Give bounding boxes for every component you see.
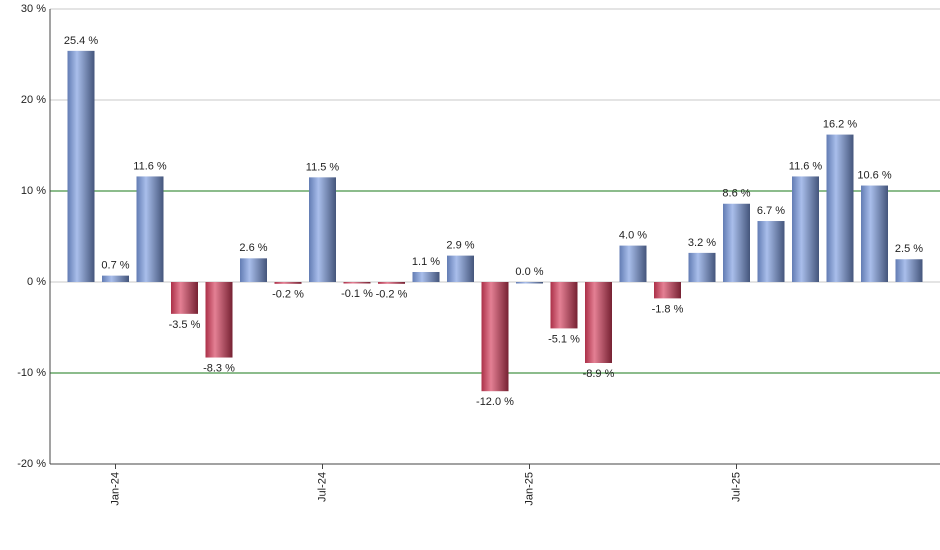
y-tick-label: -20 % xyxy=(17,458,46,470)
value-label: 2.5 % xyxy=(895,243,923,255)
bar xyxy=(171,282,198,314)
bar xyxy=(654,282,681,299)
bar xyxy=(378,282,405,284)
value-label: -8.9 % xyxy=(583,368,615,380)
value-label: -0.2 % xyxy=(376,289,408,301)
value-label: -5.1 % xyxy=(548,333,580,345)
value-label: 6.7 % xyxy=(757,205,785,217)
y-tick-label: -10 % xyxy=(17,367,46,379)
value-label: 10.6 % xyxy=(857,169,891,181)
bar xyxy=(412,271,440,282)
value-label: 11.6 % xyxy=(133,160,167,172)
bar xyxy=(585,282,612,363)
bar xyxy=(688,252,716,282)
value-label: -0.2 % xyxy=(272,289,304,301)
y-tick-label: 30 % xyxy=(21,3,46,15)
bar xyxy=(274,282,302,284)
value-label: 11.6 % xyxy=(789,160,823,172)
bar xyxy=(343,282,371,284)
y-tick-label: 10 % xyxy=(21,185,46,197)
bar xyxy=(136,176,164,282)
bar xyxy=(757,221,785,282)
value-label: 0.0 % xyxy=(515,266,543,278)
value-label: 2.6 % xyxy=(239,242,267,254)
value-label: 16.2 % xyxy=(823,118,857,130)
value-label: 11.5 % xyxy=(306,161,340,173)
bar xyxy=(723,203,750,282)
value-label: -3.5 % xyxy=(169,319,201,331)
value-label: 2.9 % xyxy=(446,240,474,252)
x-tick-label: Jan-24 xyxy=(109,472,121,506)
value-label: 8.6 % xyxy=(722,188,750,200)
value-label: -1.8 % xyxy=(652,303,684,315)
value-label: -8.3 % xyxy=(203,362,235,374)
bar xyxy=(481,282,509,392)
value-label: 3.2 % xyxy=(688,237,716,249)
x-tick-label: Jul-25 xyxy=(730,472,742,502)
bar xyxy=(826,134,854,282)
value-label: -12.0 % xyxy=(476,396,514,408)
bar xyxy=(550,282,578,329)
bar xyxy=(67,50,95,282)
bar xyxy=(619,245,647,282)
value-label: 25.4 % xyxy=(64,35,98,47)
bar xyxy=(447,255,474,282)
x-tick-label: Jul-24 xyxy=(316,472,328,502)
x-tick-label: Jan-25 xyxy=(523,472,535,506)
bar xyxy=(516,282,543,284)
bar xyxy=(861,185,888,282)
bar xyxy=(309,177,336,282)
y-tick-label: 20 % xyxy=(21,94,46,106)
value-label: -0.1 % xyxy=(341,288,373,300)
bar xyxy=(102,275,129,282)
value-label: 1.1 % xyxy=(412,256,440,268)
bar xyxy=(792,176,819,282)
bar xyxy=(895,259,923,282)
y-tick-label: 0 % xyxy=(27,276,46,288)
value-label: 4.0 % xyxy=(619,230,647,242)
value-label: 0.7 % xyxy=(101,260,129,272)
bar xyxy=(240,258,267,282)
bar xyxy=(205,282,233,358)
